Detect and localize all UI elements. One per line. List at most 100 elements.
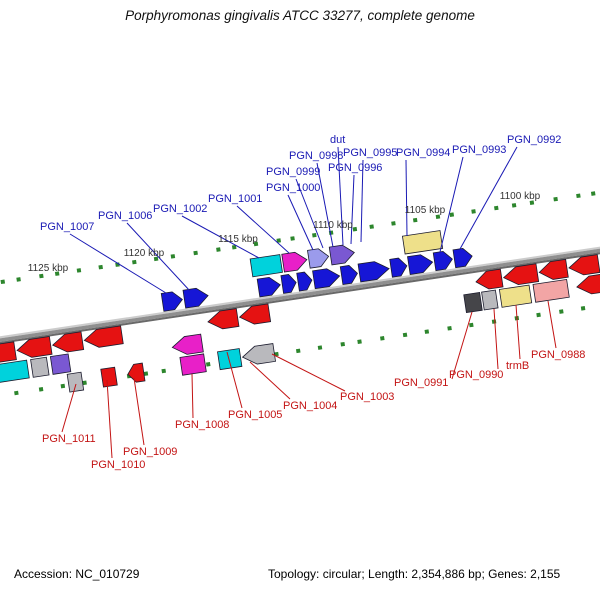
gene-label[interactable]: PGN_0995	[343, 147, 397, 159]
tick-dot	[205, 362, 211, 367]
gene-arrow[interactable]	[532, 278, 570, 303]
gene-label[interactable]: PGN_0999	[266, 166, 320, 178]
gene-arrow[interactable]	[127, 362, 146, 383]
gene-arrow[interactable]	[502, 263, 540, 287]
gene-arrow[interactable]	[0, 359, 30, 384]
tick-dot	[412, 217, 418, 223]
gene-label[interactable]: PGN_0998	[289, 150, 343, 162]
gene-arrow[interactable]	[498, 284, 533, 308]
gene-label[interactable]: PGN_0996	[328, 162, 382, 174]
gene-arrow[interactable]	[432, 250, 453, 272]
gene-label[interactable]: PGN_0992	[507, 134, 561, 146]
leader-line	[337, 146, 344, 246]
gene-label[interactable]: PGN_1003	[340, 391, 394, 403]
gene-arrow[interactable]	[179, 353, 207, 376]
gene-arrow[interactable]	[217, 348, 243, 371]
tick-dot	[340, 341, 346, 347]
gene-label[interactable]: PGN_1000	[266, 182, 320, 194]
tick-dot	[469, 322, 474, 328]
gene-label[interactable]: PGN_1011	[42, 433, 96, 445]
gene-arrow[interactable]	[249, 254, 283, 278]
tick-dot	[16, 277, 21, 282]
gene-label[interactable]: dut	[330, 134, 345, 146]
gene-arrow[interactable]	[280, 274, 298, 294]
gene-arrow[interactable]	[538, 258, 569, 281]
gene-arrow[interactable]	[475, 268, 504, 291]
tick-dot	[193, 250, 198, 256]
gene-arrow[interactable]	[30, 356, 50, 378]
genome-backbone	[0, 240, 600, 356]
leader-line	[191, 373, 194, 419]
tick-dot	[253, 241, 259, 247]
gene-arrow[interactable]	[401, 230, 444, 255]
tick-dot	[14, 390, 19, 396]
gene-arrow[interactable]	[357, 260, 390, 283]
gene-arrow[interactable]	[463, 291, 483, 314]
tick-dot	[559, 309, 564, 314]
gene-label[interactable]: PGN_1010	[91, 459, 145, 471]
gene-arrow[interactable]	[389, 257, 408, 278]
leader-line	[287, 194, 314, 251]
gene-arrow[interactable]	[49, 353, 72, 375]
tick-dot	[276, 238, 281, 243]
gene-arrow[interactable]	[281, 251, 308, 273]
gene-arrow[interactable]	[256, 276, 281, 298]
gene-arrow[interactable]	[452, 247, 473, 269]
leader-line	[350, 174, 355, 245]
gene-arrow[interactable]	[238, 303, 272, 326]
gene-arrow[interactable]	[328, 244, 355, 266]
gene-label[interactable]: PGN_0991	[394, 377, 448, 389]
tick-dot	[491, 319, 497, 324]
leader-line	[226, 351, 243, 409]
scale-label: 1105 kbp	[405, 205, 446, 216]
tick-dot	[143, 371, 149, 376]
scale-label: 1110 kbp	[313, 220, 353, 231]
gene-arrow[interactable]	[100, 366, 118, 388]
gene-arrow[interactable]	[182, 287, 209, 309]
leader-line	[236, 205, 290, 254]
gene-arrow[interactable]	[51, 331, 85, 354]
gene-arrow[interactable]	[171, 333, 204, 356]
gene-arrow[interactable]	[160, 291, 183, 312]
gene-label[interactable]: PGN_1009	[123, 446, 177, 458]
gene-label[interactable]: PGN_1005	[228, 409, 282, 421]
tick-dot	[98, 264, 103, 270]
gene-arrow[interactable]	[241, 343, 276, 367]
tick-dot	[54, 271, 60, 276]
gene-arrow[interactable]	[296, 271, 314, 292]
gene-label[interactable]: PGN_0988	[531, 349, 585, 361]
genome-backbone	[0, 237, 600, 354]
gene-arrow[interactable]	[0, 341, 17, 366]
gene-arrow[interactable]	[66, 371, 85, 393]
gene-label[interactable]: PGN_1007	[40, 221, 94, 233]
gene-arrow[interactable]	[407, 253, 434, 275]
leader-line	[271, 353, 346, 392]
leader-line	[249, 361, 291, 400]
tick-dot	[39, 273, 44, 279]
gene-arrow[interactable]	[16, 336, 53, 359]
gene-arrow[interactable]	[481, 289, 499, 311]
gene-label[interactable]: PGN_1001	[208, 193, 262, 205]
gene-label[interactable]: PGN_1006	[98, 210, 152, 222]
gene-label[interactable]: PGN_1002	[153, 203, 207, 215]
gene-label[interactable]: PGN_1004	[283, 400, 337, 412]
gene-label[interactable]: trmB	[506, 360, 529, 372]
gene-label[interactable]: PGN_0990	[449, 369, 503, 381]
gene-arrow[interactable]	[307, 247, 330, 269]
gene-label[interactable]: PGN_0993	[452, 144, 506, 156]
tick-dot	[153, 256, 159, 262]
gene-arrow[interactable]	[312, 267, 341, 290]
page-title: Porphyromonas gingivalis ATCC 33277, com…	[125, 8, 475, 23]
tick-dot	[216, 247, 221, 252]
gene-label[interactable]: PGN_0994	[396, 147, 450, 159]
gene-label[interactable]: PGN_1008	[175, 419, 229, 431]
tick-dot	[402, 332, 408, 338]
gene-arrow[interactable]	[207, 308, 240, 331]
gene-arrow[interactable]	[339, 264, 358, 285]
tick-dot	[449, 212, 455, 217]
leader-line	[360, 159, 364, 243]
gene-arrow[interactable]	[83, 325, 124, 349]
leader-line	[405, 159, 408, 237]
gene-arrow[interactable]	[576, 273, 600, 296]
